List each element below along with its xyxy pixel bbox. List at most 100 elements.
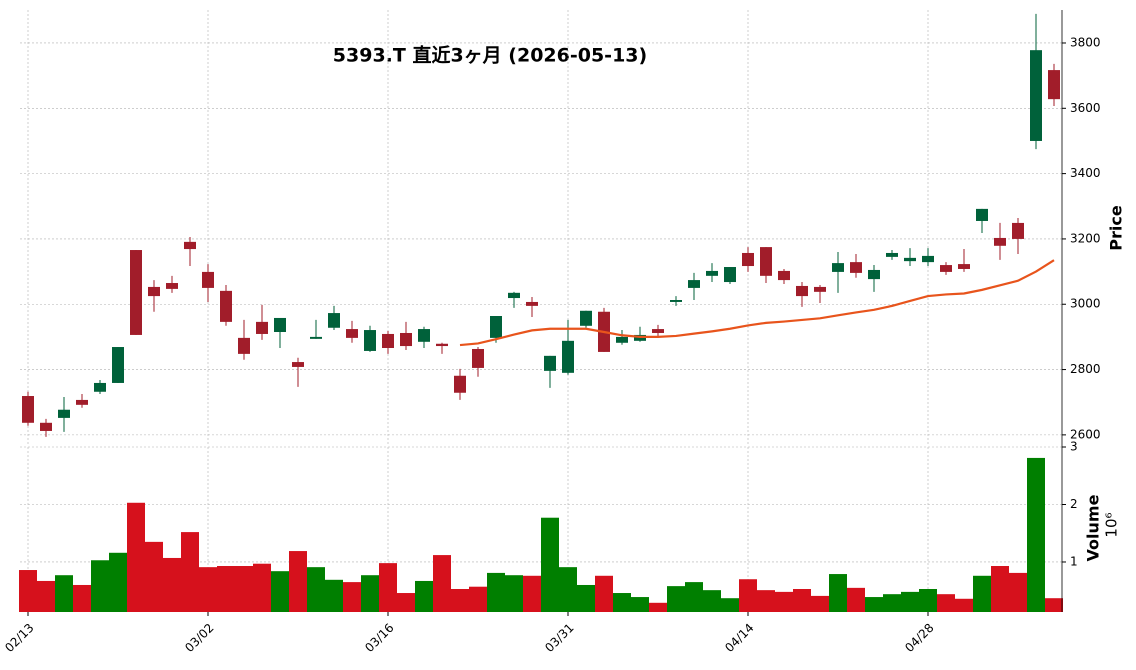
candle-body	[688, 280, 700, 288]
volume-bar	[19, 570, 37, 612]
volume-bar	[397, 593, 415, 612]
volume-bar	[523, 575, 541, 612]
candle-body	[238, 337, 250, 354]
candle-body	[1048, 70, 1060, 100]
candle-body	[976, 208, 988, 221]
candle-body	[1012, 222, 1024, 239]
candle-body	[580, 310, 592, 326]
volume-bar	[217, 566, 235, 612]
candle-body	[418, 329, 430, 342]
volume-bar	[1009, 572, 1027, 612]
candle-body	[166, 283, 178, 289]
volume-bar	[433, 555, 451, 612]
volume-bar	[145, 541, 163, 612]
volume-bar	[865, 597, 883, 612]
y-tick-label: 3600	[1070, 101, 1101, 115]
x-tick-label: 04/28	[902, 621, 936, 655]
volume-bar	[649, 602, 667, 612]
chart-title: 5393.T 直近3ヶ月 (2026-05-13)	[333, 44, 647, 67]
candle-body	[112, 347, 124, 383]
candle-body	[868, 269, 880, 280]
volume-bar	[883, 594, 901, 612]
volume-bar	[487, 572, 505, 612]
candle-body	[364, 330, 376, 351]
volume-bar	[37, 580, 55, 612]
volume-bar	[469, 586, 487, 612]
candle-body	[454, 375, 466, 393]
volume-bar	[235, 566, 253, 612]
candle-body	[130, 250, 142, 335]
candle-body	[148, 286, 160, 297]
volume-bar	[55, 575, 73, 612]
candle-body	[472, 348, 484, 368]
y-tick-label: 3	[1070, 440, 1078, 454]
y-tick-label: 3800	[1070, 35, 1101, 49]
volume-axis-label: Volume	[1084, 494, 1103, 561]
candle-body	[940, 265, 952, 272]
candle-body	[562, 340, 574, 373]
volume-bar	[577, 584, 595, 612]
candle-body	[526, 301, 538, 306]
price-axis-label: Price	[1107, 205, 1126, 251]
volume-bar	[505, 575, 523, 612]
candle-body	[760, 247, 772, 276]
y-tick-label: 3200	[1070, 231, 1101, 245]
candle-body	[616, 336, 628, 343]
candle-body	[724, 267, 736, 283]
x-tick-label: 02/13	[2, 621, 36, 655]
candle-body	[40, 422, 52, 431]
volume-bar	[829, 574, 847, 612]
candle-body	[994, 237, 1006, 246]
candle-body	[778, 270, 790, 281]
candle-body	[22, 396, 34, 423]
volume-bar	[289, 551, 307, 612]
candle-body	[742, 252, 754, 267]
y-tick-label: 1	[1070, 554, 1078, 568]
candle-body	[256, 321, 268, 334]
x-tick-label: 03/31	[542, 621, 576, 655]
volume-bar	[307, 567, 325, 612]
volume-bar	[919, 589, 937, 612]
candle-body	[886, 252, 898, 257]
volume-bar	[667, 586, 685, 612]
candle-body	[436, 343, 448, 347]
candle-body	[76, 399, 88, 405]
candle-body	[310, 336, 322, 339]
candle-body	[184, 241, 196, 250]
y-tick-label: 2800	[1070, 362, 1101, 376]
volume-scale-label: 10⁶	[1103, 512, 1121, 537]
volume-bar	[271, 571, 289, 612]
moving-average-line	[459, 259, 1055, 347]
candle-body	[1030, 50, 1042, 141]
volume-bar	[253, 563, 271, 612]
volume-bar	[703, 590, 721, 612]
candle-body	[220, 290, 232, 322]
candle-body	[706, 270, 718, 276]
y-tick-label: 3000	[1070, 297, 1101, 311]
volume-bar	[379, 563, 397, 612]
volume-bar	[685, 582, 703, 612]
volume-bar	[541, 517, 559, 612]
y-tick-label: 2	[1070, 497, 1078, 511]
candle-body	[58, 409, 70, 418]
volume-bar	[631, 597, 649, 612]
candle-body	[922, 255, 934, 263]
volume-bar	[91, 560, 109, 612]
candle-body	[850, 262, 862, 273]
candle-body	[292, 362, 304, 367]
volume-bar	[325, 579, 343, 612]
volume-bar	[127, 502, 145, 612]
volume-bar	[415, 580, 433, 612]
candle-body	[544, 355, 556, 371]
x-tick-label: 04/14	[722, 621, 756, 655]
volume-bar	[181, 532, 199, 612]
candle-body	[94, 382, 106, 392]
candle-body	[202, 271, 214, 288]
candle-body	[328, 313, 340, 328]
candle-body	[652, 329, 664, 333]
volume-bar	[991, 566, 1009, 612]
volume-bar	[595, 575, 613, 612]
candle-body	[382, 333, 394, 349]
volume-bar	[937, 594, 955, 612]
